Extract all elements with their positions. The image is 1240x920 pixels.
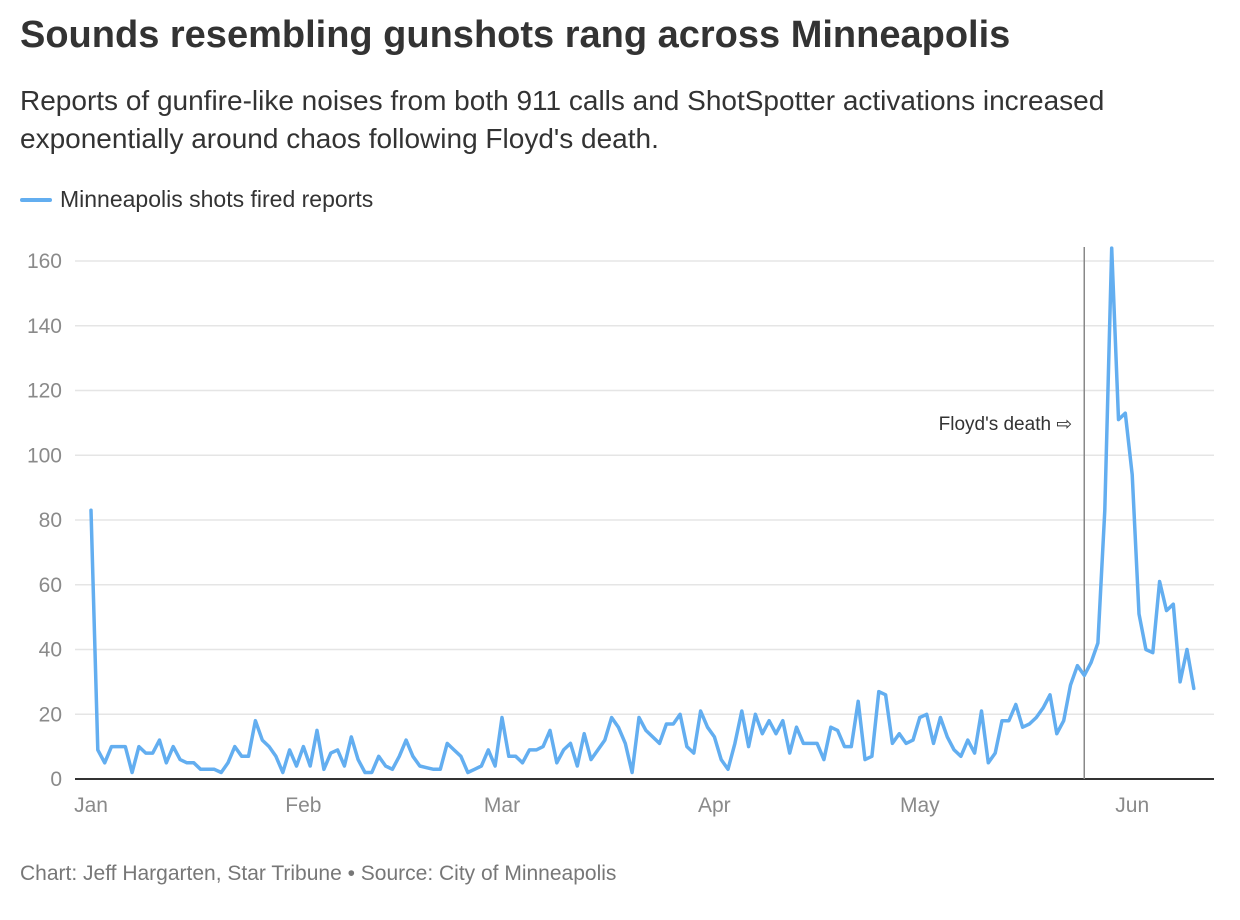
series-line [89, 246, 1196, 775]
x-tick-label: Jan [74, 794, 108, 817]
legend-swatch [20, 197, 52, 202]
y-tick-label: 100 [27, 444, 62, 467]
y-tick-label: 40 [39, 639, 62, 662]
y-tick-label: 0 [50, 768, 62, 791]
y-tick-label: 120 [27, 380, 62, 403]
chart-credit: Chart: Jeff Hargarten, Star Tribune • So… [20, 862, 617, 885]
chart-title: Sounds resembling gunshots rang across M… [20, 14, 1011, 56]
x-tick-label: Mar [484, 794, 520, 817]
x-tick-label: Apr [698, 794, 731, 817]
annotation-label: Floyd's death ⇨ [939, 414, 1073, 435]
legend-label: Minneapolis shots fired reports [60, 186, 374, 212]
legend: Minneapolis shots fired reports [20, 186, 373, 213]
y-tick-label: 20 [39, 703, 62, 726]
y-tick-label: 60 [39, 574, 62, 597]
y-tick-label: 80 [39, 509, 62, 532]
x-tick-label: Feb [285, 794, 321, 817]
x-tick-label: Jun [1115, 794, 1149, 817]
y-tick-label: 140 [27, 315, 62, 338]
line-chart: 0 20 40 60 80 100 120 140 160 Jan Feb Mar Apr May Jun F… [27, 246, 1214, 817]
chart-subtitle: Reports of gunfire-like noises from both… [20, 85, 1105, 154]
y-tick-label: 160 [27, 250, 62, 273]
x-tick-label: May [900, 794, 940, 817]
